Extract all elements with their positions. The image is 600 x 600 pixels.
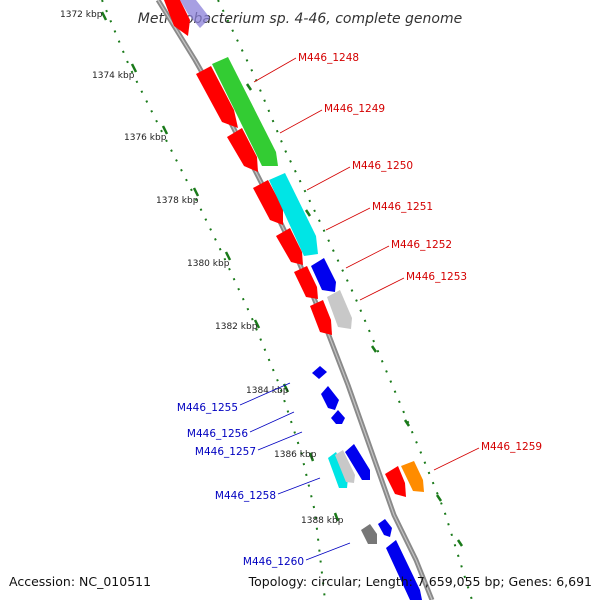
gene-m446-1249 — [227, 128, 258, 172]
gene-dark-gray — [361, 524, 377, 544]
gene-cyan — [269, 173, 318, 256]
gene-label-m446-1258: M446_1258 — [215, 490, 276, 502]
kbp-label: 1382 kbp — [215, 322, 258, 332]
leader-m446-1260 — [305, 542, 351, 561]
accession-text: Accession: NC_010511 — [9, 574, 151, 589]
reverse-leaders — [239, 382, 351, 561]
gene-label-m446-1250: M446_1250 — [352, 160, 413, 172]
leader-m446-1252 — [345, 245, 390, 269]
gene-orange — [401, 461, 424, 492]
major-ticks — [100, 11, 464, 547]
kbp-label: 1384 kbp — [246, 386, 289, 396]
gene-green — [212, 57, 278, 166]
gene-top-lavender — [180, 0, 210, 28]
leader-m446-1255 — [239, 382, 291, 406]
gene-m446-1257 — [331, 410, 345, 424]
forward-leaders — [253, 57, 480, 471]
outer-tick-ring — [217, 0, 473, 600]
gene-m446-1253 — [310, 300, 332, 335]
leader-m446-1251 — [325, 207, 371, 231]
gene-m446-1260-small — [378, 519, 392, 537]
kbp-label: 1380 kbp — [187, 259, 230, 269]
major-tick — [130, 63, 138, 73]
major-tick — [192, 187, 200, 197]
gene-m446-1258-blue — [345, 444, 370, 480]
gene-label-m446-1253: M446_1253 — [406, 271, 467, 283]
gene-label-m446-1252: M446_1252 — [391, 239, 452, 251]
major-tick — [370, 345, 378, 353]
leader-m446-1253 — [359, 277, 405, 301]
leader-m446-1258 — [277, 477, 321, 495]
kbp-label: 1388 kbp — [301, 516, 344, 526]
gene-label-m446-1251: M446_1251 — [372, 201, 433, 213]
leader-m446-1257 — [257, 431, 303, 451]
gene-m446-1255 — [312, 366, 327, 379]
gene-label-m446-1255: M446_1255 — [177, 402, 238, 414]
gene-m446-1252 — [294, 266, 318, 299]
leader-m446-1259 — [433, 447, 480, 471]
major-tick — [435, 494, 443, 502]
gene-m446-1258-gray — [335, 450, 355, 483]
major-tick — [304, 209, 312, 217]
gene-label-m446-1260: M446_1260 — [243, 556, 304, 568]
major-tick — [100, 11, 108, 21]
gene-blue-forward — [311, 258, 336, 292]
kbp-label: 1376 kbp — [124, 133, 167, 143]
leader-m446-1249 — [279, 109, 323, 134]
gene-label-m446-1249: M446_1249 — [324, 103, 385, 115]
major-tick — [253, 319, 261, 329]
gene-label-m446-1256: M446_1256 — [187, 428, 248, 440]
kbp-label: 1372 kbp — [60, 10, 103, 20]
major-tick — [224, 251, 232, 261]
major-tick — [308, 452, 315, 462]
major-tick — [161, 125, 169, 135]
kbp-label: 1378 kbp — [156, 196, 199, 206]
major-tick — [245, 83, 253, 91]
major-tick — [333, 512, 340, 522]
leader-m446-1250 — [306, 166, 351, 191]
genome-summary-text: Topology: circular; Length: 7,659,055 bp… — [248, 574, 592, 589]
major-tick — [456, 539, 464, 547]
gene-label-m446-1257: M446_1257 — [195, 446, 256, 458]
kbp-label: 1374 kbp — [92, 71, 135, 81]
gene-m446-1259 — [385, 466, 406, 497]
gene-m446-1248 — [196, 66, 238, 128]
genome-backbone — [155, 0, 435, 600]
gene-label-m446-1248: M446_1248 — [298, 52, 359, 64]
map-title: Methylobacterium sp. 4-46, complete geno… — [138, 11, 462, 27]
gene-m446-1258-cyan — [328, 452, 348, 488]
gene-m446-1256 — [321, 386, 339, 410]
major-tick — [403, 419, 411, 427]
leader-m446-1256 — [249, 411, 295, 433]
gene-top-red — [164, 0, 190, 36]
gene-m446-1260 — [386, 540, 422, 600]
gene-m446-1251 — [276, 228, 303, 265]
kbp-label: 1386 kbp — [274, 450, 317, 460]
gene-light-gray-forward — [327, 290, 352, 329]
gene-m446-1250 — [253, 180, 283, 225]
gene-label-m446-1259: M446_1259 — [481, 441, 542, 453]
leader-m446-1248 — [253, 57, 297, 83]
